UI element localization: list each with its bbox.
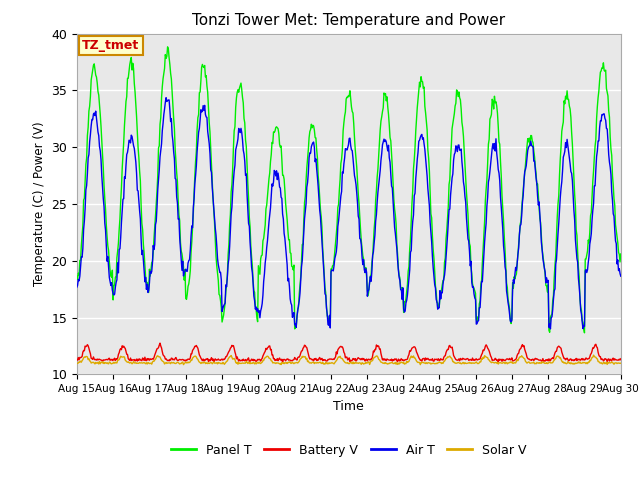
- Text: TZ_tmet: TZ_tmet: [82, 39, 140, 52]
- Legend: Panel T, Battery V, Air T, Solar V: Panel T, Battery V, Air T, Solar V: [166, 439, 531, 462]
- Title: Tonzi Tower Met: Temperature and Power: Tonzi Tower Met: Temperature and Power: [192, 13, 506, 28]
- X-axis label: Time: Time: [333, 400, 364, 413]
- Y-axis label: Temperature (C) / Power (V): Temperature (C) / Power (V): [33, 122, 45, 286]
